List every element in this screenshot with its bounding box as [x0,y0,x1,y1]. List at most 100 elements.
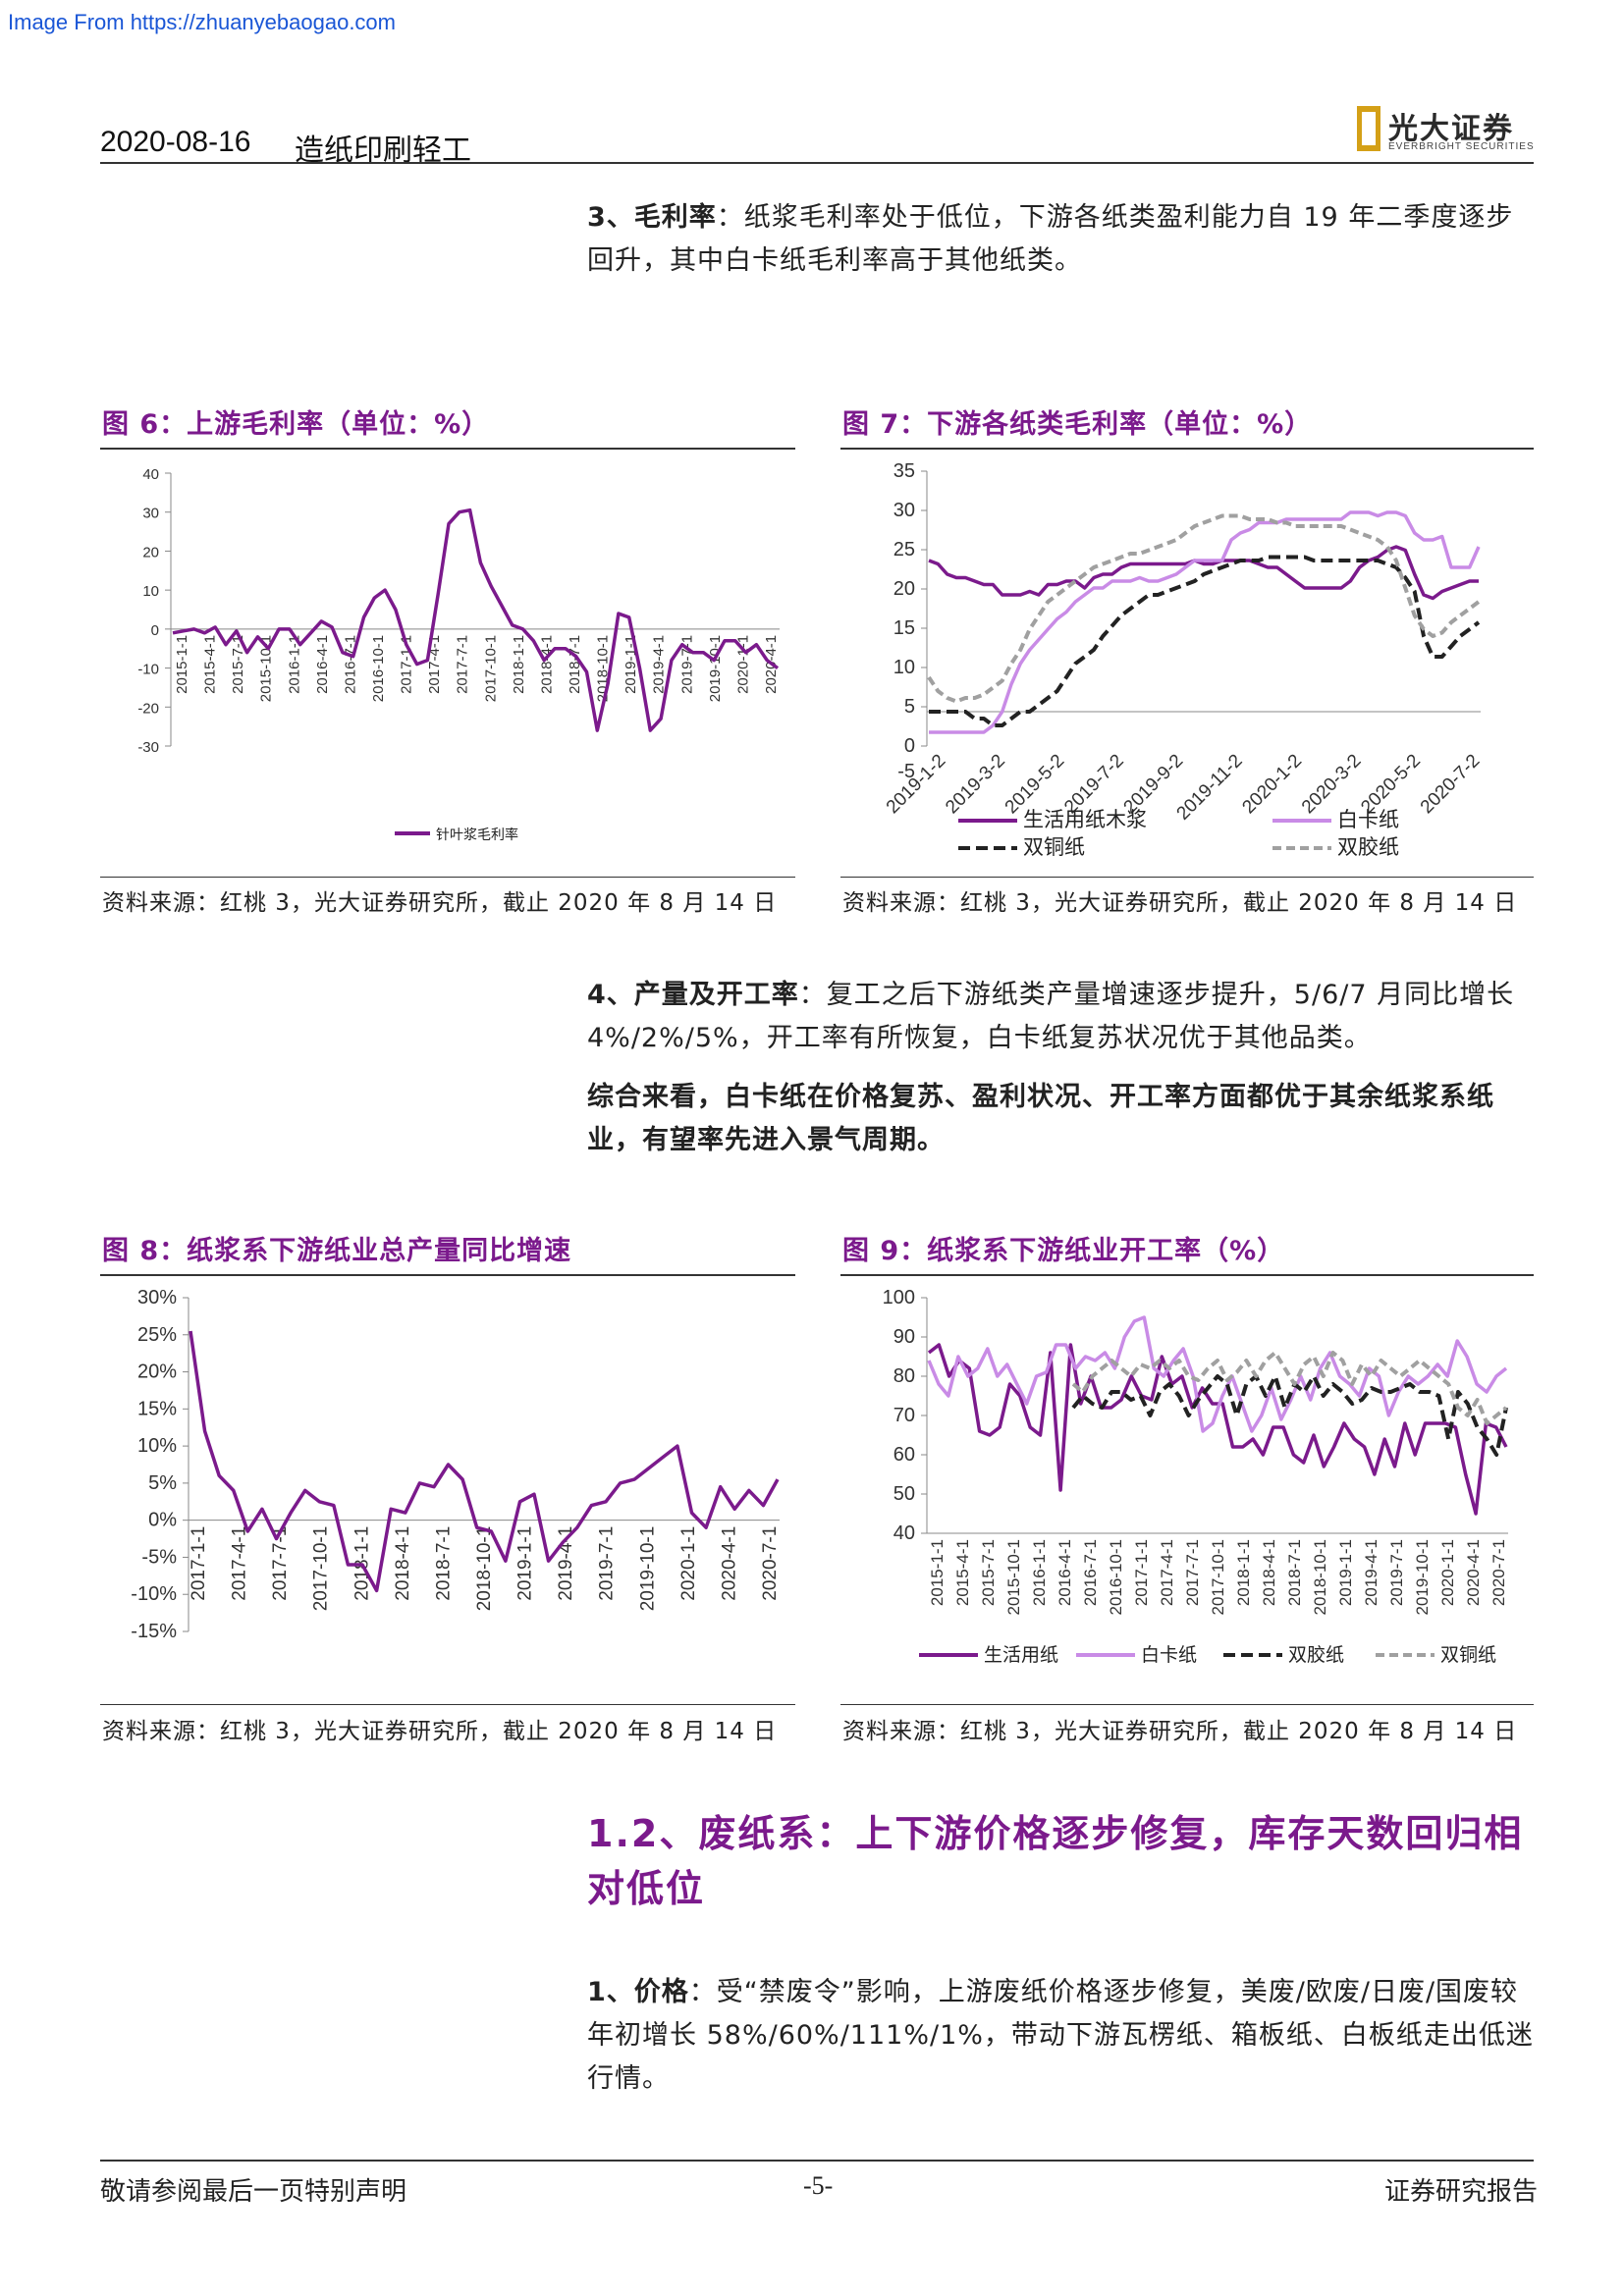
x-tick-label: 2017-7-1 [455,635,471,694]
series-line-双胶纸 [927,513,1481,704]
y-tick-label: 25% [137,1324,177,1346]
x-tick-label: 2017-1-1 [1132,1539,1151,1606]
x-tick-label: 2015-10-1 [258,635,275,702]
paragraph-gross-margin: 3、毛利率：纸浆毛利率处于低位，下游各纸类盈利能力自 19 年二季度逐步回升，其… [587,196,1536,283]
y-tick-label: 90 [893,1326,915,1348]
x-tick-label: 2017-10-1 [482,635,499,702]
y-tick-label: 10% [137,1435,177,1457]
y-tick-label: -30 [137,739,159,756]
series-line-双铜纸 [929,555,1481,727]
x-tick-label: 2019-1-2 [883,751,950,819]
figure-7-source: 资料来源：红桃 3，光大证券研究所，截止 2020 年 8 月 14 日 [842,890,1518,916]
x-tick-label: 2018-4-1 [538,635,555,694]
y-tick-label: 70 [893,1405,915,1426]
y-tick-label: 15% [137,1398,177,1419]
y-tick-label: 20% [137,1362,177,1383]
x-tick-label: 2018-7-1 [567,635,583,694]
y-tick-label: 0% [148,1510,177,1531]
legend-label: 生活用纸木浆 [1023,809,1147,831]
header-divider [100,162,1534,164]
legend-label: 针叶浆毛利率 [436,827,518,842]
x-tick-label: 2015-1-1 [174,635,190,694]
figure-6-title: 图 6：上游毛利率（单位：%） [102,409,490,440]
x-tick-label: 2019-7-1 [1387,1539,1406,1606]
x-tick-label: 2019-1-1 [623,635,639,694]
series-line-白卡纸 [927,1315,1508,1433]
y-tick-label: 25 [893,539,915,561]
y-tick-label: -20 [137,700,159,717]
y-tick-label: 5% [148,1472,177,1494]
figure-9-title: 图 9：纸浆系下游纸业开工率（%） [842,1236,1285,1266]
x-tick-label: 2018-1-1 [511,635,527,694]
section-title: 1.2、废纸系：上下游价格逐步修复，库存天数回归相对低位 [587,1812,1524,1910]
x-tick-label: 2020-5-2 [1357,751,1425,819]
figure-7-chart: 35 30 25 20 15 10 5 0 -52019-1-22019-3-22019-5-2… [883,460,1485,859]
y-tick-label: -5 [897,761,915,782]
x-tick-label: 2020-1-1 [1438,1539,1457,1606]
y-tick-label: 10 [142,583,159,600]
x-tick-label: 2017-7-1 [270,1526,291,1601]
x-tick-label: 2019-3-2 [942,751,1009,819]
paragraph-lead: 3、毛利率 [587,202,717,233]
x-tick-label: 2015-4-1 [953,1539,972,1606]
x-tick-label: 2018-4-1 [1260,1539,1278,1606]
y-tick-label: 30 [142,506,159,522]
x-tick-label: 2015-7-1 [230,635,246,694]
brand-name: 光大证券 [1388,112,1514,146]
y-tick-label: 35 [893,460,915,482]
legend-label: 白卡纸 [1337,809,1399,831]
y-tick-label: -15% [131,1621,177,1642]
x-tick-label: 2018-1-1 [1234,1539,1253,1606]
y-tick-label: 15 [893,617,915,639]
x-tick-label: 2020-7-2 [1417,751,1485,819]
x-tick-label: 2015-10-1 [1004,1539,1023,1616]
x-tick-label: 2017-10-1 [311,1526,332,1612]
legend-label: 双胶纸 [1337,836,1399,859]
x-tick-label: 2016-1-1 [286,635,302,694]
y-tick-label: -5% [141,1546,177,1568]
x-tick-label: 2018-7-1 [1285,1539,1304,1606]
paragraph-text: ：纸浆毛利率处于低位，下游各纸类盈利能力自 19 年二季度逐步回升，其中白卡纸毛… [587,202,1514,276]
x-tick-label: 2019-7-1 [597,1526,618,1601]
x-tick-label: 2015-1-1 [928,1539,947,1606]
series-line-总产量同比增速 [189,1330,780,1593]
paragraph-lead: 1、价格 [587,1977,689,2007]
paragraph-text: ：复工之后下游纸类产量增速逐步提升，5/6/7 月同比增长 4%/2%/5%，开… [587,980,1515,1053]
figure-8-title: 图 8：纸浆系下游纸业总产量同比增速 [102,1236,572,1266]
x-tick-label: 2018-7-1 [433,1526,454,1601]
y-tick-label: 0 [904,735,915,757]
brand-logo-icon-inner [1362,112,1376,145]
figure-6-top-rule [100,448,795,450]
x-tick-label: 2020-1-1 [678,1526,699,1601]
paragraph-price: 1、价格：受“禁废令”影响，上游废纸价格逐步修复，美废/欧废/日废/国废较年初增… [587,1971,1536,2101]
figure-6-bottom-rule [100,877,795,878]
x-tick-label: 2020-1-2 [1238,751,1306,819]
x-tick-label: 2020-7-1 [1489,1539,1508,1606]
series-line-双胶纸 [1071,1374,1508,1457]
figure-9-source: 资料来源：红桃 3，光大证券研究所，截止 2020 年 8 月 14 日 [842,1719,1518,1744]
figure-7-top-rule [840,448,1534,450]
x-tick-label: 2017-4-1 [230,1526,250,1601]
x-tick-label: 2015-4-1 [202,635,219,694]
legend-label: 双铜纸 [1023,836,1085,859]
x-tick-label: 2019-10-1 [637,1526,658,1612]
x-tick-label: 2019-11-2 [1173,751,1247,825]
figure-9-bottom-rule [840,1704,1534,1705]
x-tick-label: 2016-10-1 [1107,1539,1125,1616]
paragraph-output: 4、产量及开工率：复工之后下游纸类产量增速逐步提升，5/6/7 月同比增长 4%… [587,974,1536,1060]
figure-8-top-rule [100,1274,795,1276]
y-tick-label: 30% [137,1287,177,1308]
figure-8-bottom-rule [100,1704,795,1705]
x-tick-label: 2019-1-1 [515,1526,536,1601]
paragraph-lead: 4、产量及开工率 [587,980,799,1010]
x-tick-label: 2018-10-1 [1311,1539,1329,1616]
series-line-白卡纸 [929,510,1481,734]
x-tick-label: 2016-4-1 [1056,1539,1074,1606]
x-tick-label: 2019-1-1 [1336,1539,1355,1606]
x-tick-label: 2016-1-1 [1030,1539,1049,1606]
x-tick-label: 2020-3-2 [1298,751,1366,819]
x-tick-label: 2019-4-1 [651,635,668,694]
figure-6-source: 资料来源：红桃 3，光大证券研究所，截止 2020 年 8 月 14 日 [102,890,778,916]
legend-label: 双胶纸 [1288,1644,1344,1666]
x-tick-label: 2018-4-1 [393,1526,413,1601]
